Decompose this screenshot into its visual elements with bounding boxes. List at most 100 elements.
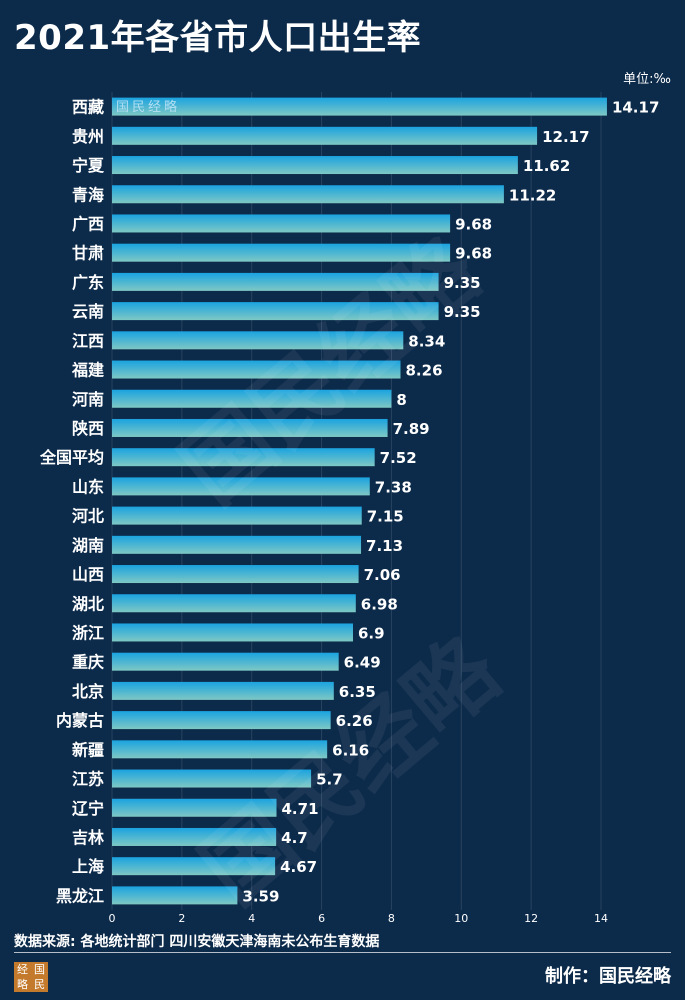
category-label: 黑龙江 [56,886,104,905]
value-label: 7.15 [367,508,404,526]
logo-char: 民 [34,978,45,991]
category-label: 福建 [71,361,104,380]
logo-char: 略 [17,978,28,991]
value-label: 4.67 [280,858,317,876]
category-label: 上海 [72,857,104,876]
bar [112,506,362,525]
bar [112,565,359,584]
value-label: 9.68 [455,245,492,263]
category-label: 北京 [72,682,104,701]
category-label: 浙江 [72,623,104,642]
category-label: 湖北 [72,594,104,613]
watermark-banner: 国民经略 [116,100,181,115]
category-label: 陕西 [72,419,104,438]
category-label: 重庆 [72,653,104,672]
value-label: 9.35 [444,274,481,292]
value-label: 5.7 [316,771,343,789]
value-label: 8.26 [406,362,443,380]
bar [112,97,607,116]
x-tick-label: 4 [248,912,255,925]
value-label: 6.16 [332,741,369,759]
bar [112,769,312,788]
category-label: 宁夏 [72,156,105,175]
value-label: 11.22 [509,186,556,204]
bar [112,360,401,379]
category-label: 河北 [72,507,104,526]
logo-char: 国 [34,963,45,976]
value-label: 6.49 [344,654,381,672]
bar [112,798,277,817]
value-label: 9.35 [444,303,481,321]
value-label: 6.98 [361,595,398,613]
category-label: 广西 [72,214,104,233]
category-label: 江西 [72,331,104,350]
bar [112,652,339,671]
bar-chart: 西藏 14.17 贵州 12.17 宁夏 11.62 青海 11.22 广西 9.68 甘肃 9.68… [39,92,659,925]
category-label: 辽宁 [72,799,104,818]
category-label: 西藏 [72,98,104,117]
value-label: 6.26 [336,712,373,730]
category-label: 广东 [72,273,104,292]
value-label: 14.17 [612,99,659,117]
category-label: 吉林 [72,828,104,847]
category-label: 湖南 [72,536,104,555]
category-label: 贵州 [72,127,104,146]
category-label: 云南 [72,302,104,321]
chart-title: 2021年各省市人口出生率 [14,18,422,58]
bar [112,623,354,642]
bar [112,243,451,262]
bar [112,126,538,145]
value-label: 6.35 [339,683,376,701]
x-tick-label: 12 [524,912,538,925]
bar [112,389,392,408]
bar [112,886,238,905]
bar [112,185,504,204]
category-label: 全国平均 [39,448,104,467]
brand-logo: 经 国 略 民 [14,962,48,992]
value-label: 4.7 [281,829,308,847]
value-label: 7.89 [393,420,430,438]
value-label: 4.71 [282,800,319,818]
category-label: 内蒙古 [56,711,104,730]
value-label: 7.06 [364,566,401,584]
logo-char: 经 [17,963,28,976]
category-label: 山西 [72,565,104,584]
x-tick-label: 0 [109,912,116,925]
value-label: 6.9 [358,624,385,642]
bar [112,681,334,700]
category-label: 青海 [72,185,104,204]
value-label: 8 [396,391,406,409]
value-label: 12.17 [542,128,589,146]
bar [112,331,404,350]
x-tick-label: 14 [594,912,608,925]
x-tick-label: 8 [388,912,395,925]
value-label: 7.38 [375,478,412,496]
value-label: 7.52 [380,449,417,467]
bar [112,272,439,291]
bar [112,448,375,467]
bar [112,740,328,759]
bar [112,302,439,321]
category-label: 新疆 [72,740,104,759]
value-label: 11.62 [523,157,570,175]
data-source-note: 数据来源: 各地统计部门 四川安徽天津海南未公布生育数据 [14,934,380,950]
bar [112,535,362,554]
category-label: 江苏 [72,770,104,789]
bar [112,711,331,730]
category-label: 甘肃 [72,244,104,263]
value-label: 3.59 [242,887,279,905]
value-label: 7.13 [366,537,403,555]
labels-layer: 西藏 14.17 贵州 12.17 宁夏 11.62 青海 11.22 广西 9.68 甘肃 9.68… [39,98,659,906]
bar [112,827,277,846]
unit-label: 单位:‰ [623,72,671,87]
ticks-layer: 0 2 4 6 8 10 12 14 [109,912,609,925]
footer-divider [14,952,671,953]
bar [112,214,451,233]
category-label: 山东 [72,477,104,496]
x-tick-label: 6 [318,912,325,925]
x-tick-label: 2 [178,912,185,925]
x-tick-label: 10 [454,912,468,925]
bar [112,418,388,437]
category-label: 河南 [72,390,104,409]
value-label: 9.68 [455,215,492,233]
